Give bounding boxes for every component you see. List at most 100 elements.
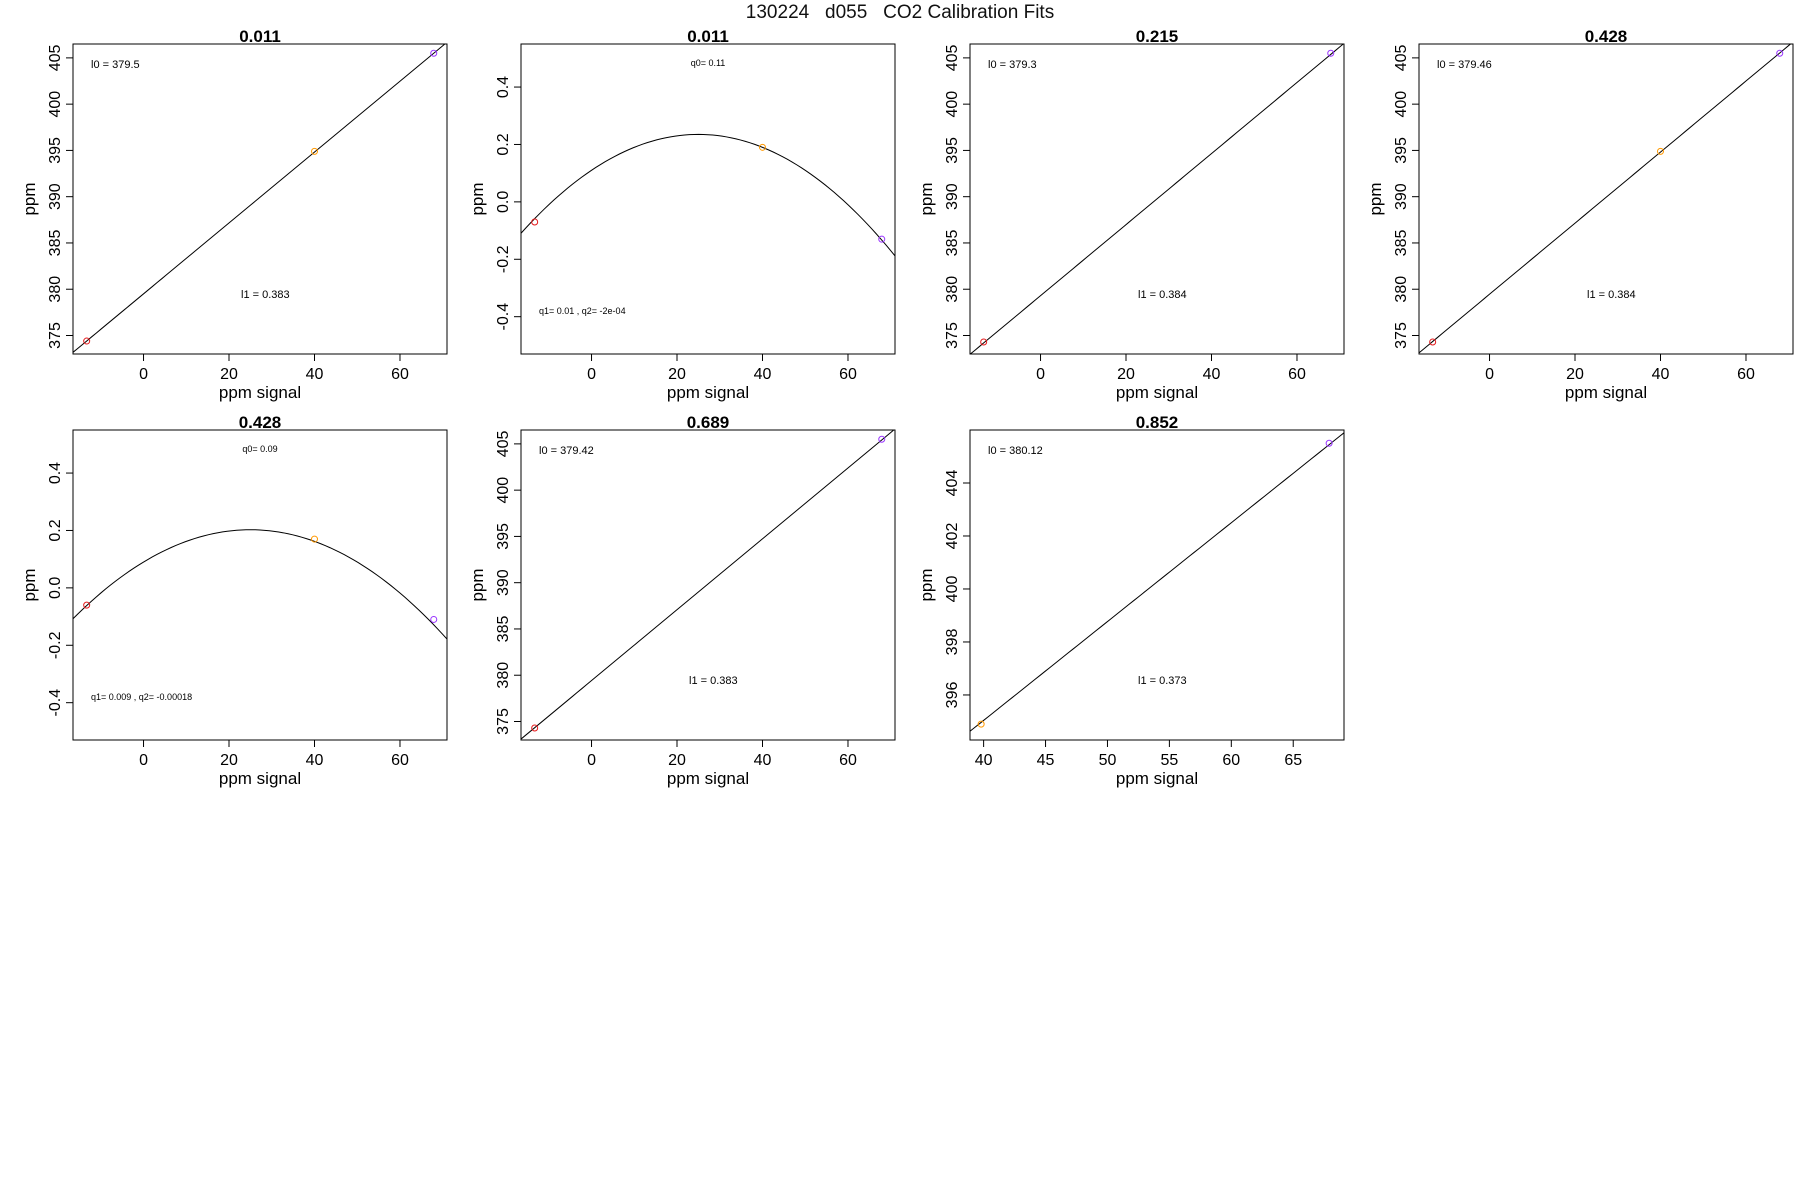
chart-panel-7: 0.852 40 45 50 55 60 65 396 398 400 402 404 ppm sign… [917, 413, 1345, 788]
data-point [531, 724, 539, 732]
y-tick-label: 400 [1393, 91, 1410, 118]
fit-line [1419, 44, 1792, 354]
plot-frame [969, 429, 1345, 741]
y-tick-label: -0.2 [47, 631, 64, 659]
y-tick-label: 395 [47, 137, 64, 164]
y-tick-label: 405 [47, 44, 64, 71]
x-axis-label: ppm signal [1116, 383, 1198, 402]
data-point [531, 218, 539, 226]
x-tick-label: 65 [1284, 752, 1302, 769]
x-tick-label: 0 [139, 752, 148, 769]
data-point [758, 143, 766, 151]
x-tick-label: 60 [839, 366, 857, 383]
y-tick-label: 400 [495, 477, 512, 504]
fit-line [970, 44, 1344, 354]
y-tick-label: -0.4 [47, 689, 64, 717]
x-axis-label: ppm signal [1116, 769, 1198, 788]
x-tick-label: 40 [754, 366, 772, 383]
fit-line [73, 529, 447, 640]
panel-title: 0.011 [239, 27, 281, 46]
x-tick-label: 0 [139, 366, 148, 383]
chart-panel-6: 0.689 0 20 40 60 375 380 385 390 395 400 405 ppm sig… [468, 413, 896, 788]
y-tick-label: 380 [495, 662, 512, 689]
y-axis-label: ppm [1366, 182, 1385, 215]
plot-frame [72, 43, 448, 355]
panel-title: 0.689 [687, 413, 730, 432]
x-tick-label: 40 [1203, 366, 1221, 383]
fit-line [521, 133, 895, 257]
y-axis-label: ppm [468, 568, 487, 601]
data-point [310, 147, 318, 155]
x-tick-label: 20 [220, 752, 238, 769]
y-tick-label: 390 [944, 183, 961, 210]
fit-line [970, 432, 1344, 732]
y-tick-label: 0.0 [47, 577, 64, 599]
plot-frame [72, 429, 448, 741]
data-point [1325, 439, 1333, 447]
y-tick-label: 385 [47, 230, 64, 257]
fit-line [73, 44, 446, 353]
y-tick-label: -0.4 [495, 303, 512, 331]
annotation-l1: l1 = 0.383 [241, 289, 290, 301]
y-tick-label: 375 [47, 322, 64, 349]
data-point [83, 601, 91, 609]
y-tick-label: 0.2 [47, 519, 64, 541]
data-point [878, 235, 886, 243]
x-tick-label: 20 [668, 366, 686, 383]
y-tick-label: 0.2 [495, 133, 512, 155]
x-axis-label: ppm signal [1565, 383, 1647, 402]
y-tick-label: 380 [1393, 276, 1410, 303]
y-tick-label: 375 [495, 708, 512, 735]
x-tick-label: 55 [1160, 752, 1178, 769]
x-tick-label: 0 [1485, 366, 1494, 383]
x-tick-label: 0 [587, 752, 596, 769]
plot-frame [520, 429, 896, 741]
chart-panel-4: 0.428 0 20 40 60 375 380 385 390 395 400 405 ppm sig… [1366, 27, 1794, 402]
annotation-l0: l0 = 379.5 [91, 59, 140, 71]
data-point [310, 535, 318, 543]
panel-title: 0.428 [239, 413, 282, 432]
annotation-q1-q2: q1= 0.01 , q2= -2e-04 [539, 306, 626, 316]
y-tick-label: 385 [1393, 230, 1410, 257]
data-point [430, 615, 438, 623]
data-point [1656, 147, 1664, 155]
chart-panel-3: 0.215 0 20 40 60 375 380 385 390 395 400 405 ppm sig… [917, 27, 1345, 402]
y-tick-label: 390 [47, 183, 64, 210]
x-tick-label: 20 [668, 752, 686, 769]
x-axis-label: ppm signal [219, 769, 301, 788]
x-tick-label: 20 [1117, 366, 1135, 383]
y-tick-label: 385 [495, 616, 512, 643]
x-tick-label: 40 [975, 752, 993, 769]
y-axis-label: ppm [917, 182, 936, 215]
figure-title: 130224 d055 CO2 Calibration Fits [745, 2, 1055, 23]
y-tick-label: 0.0 [495, 191, 512, 213]
y-tick-label: 390 [1393, 183, 1410, 210]
x-tick-label: 40 [1652, 366, 1670, 383]
y-tick-label: 395 [944, 137, 961, 164]
x-axis-label: ppm signal [667, 769, 749, 788]
annotation-l0: l0 = 379.46 [1437, 59, 1492, 71]
x-tick-label: 40 [306, 752, 324, 769]
y-tick-label: 405 [944, 44, 961, 71]
x-tick-label: 45 [1037, 752, 1055, 769]
annotation-l1: l1 = 0.384 [1138, 289, 1187, 301]
y-tick-label: 380 [47, 276, 64, 303]
x-tick-label: 50 [1099, 752, 1117, 769]
y-axis-label: ppm [917, 568, 936, 601]
x-tick-label: 60 [391, 752, 409, 769]
x-axis-label: ppm signal [667, 383, 749, 402]
y-tick-label: 385 [944, 230, 961, 257]
data-point [977, 720, 985, 728]
data-point [878, 435, 886, 443]
annotation-l0: l0 = 380.12 [988, 445, 1043, 457]
y-tick-label: 0.4 [47, 462, 64, 484]
annotation-q1-q2: q1= 0.009 , q2= -0.00018 [91, 692, 192, 702]
y-tick-label: 396 [944, 682, 961, 709]
y-tick-label: 400 [944, 91, 961, 118]
y-tick-label: 390 [495, 569, 512, 596]
x-tick-label: 20 [220, 366, 238, 383]
y-tick-label: -0.2 [495, 245, 512, 273]
panel-title: 0.852 [1136, 413, 1179, 432]
annotation-l0: l0 = 379.42 [539, 445, 594, 457]
x-tick-label: 0 [587, 366, 596, 383]
